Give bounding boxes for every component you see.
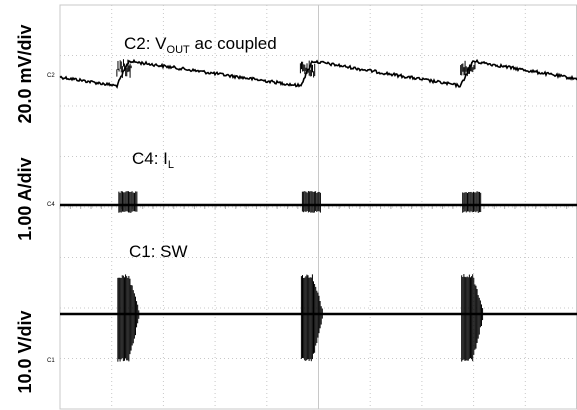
c1-trace-label: C1: SW <box>129 242 188 261</box>
c2-scale-label: 20.0 mV/div <box>15 24 35 123</box>
c4-scale-label: 1.00 A/div <box>15 157 35 240</box>
c4-marker: C4 <box>47 202 55 208</box>
c1-scale-label: 10.0 V/div <box>15 310 35 393</box>
c2-trace-label: C2: VOUT ac coupled <box>124 34 277 56</box>
c2-marker: C2 <box>47 73 55 79</box>
waveforms <box>59 58 577 362</box>
c1-marker: C1 <box>47 358 55 364</box>
c2-waveform <box>59 58 577 89</box>
c4-trace-label: C4: IL <box>132 149 174 171</box>
